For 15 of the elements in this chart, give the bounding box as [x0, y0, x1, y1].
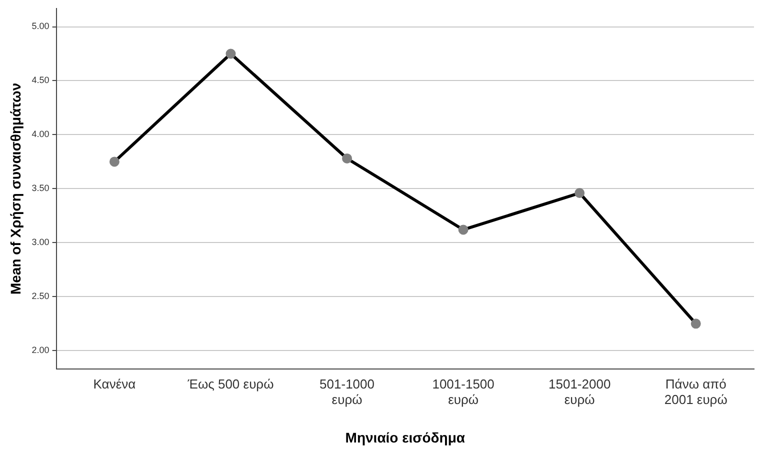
x-tick-label: 501-1000 ευρώ	[320, 376, 374, 407]
y-tick-label: 2.50	[32, 291, 50, 302]
x-tick-label: 1501-2000 ευρώ	[548, 376, 611, 407]
y-tick-label: 5.00	[32, 21, 50, 32]
x-tick-label: Κανένα	[93, 376, 136, 392]
y-tick-label: 2.00	[32, 345, 50, 356]
y-axis-title: Mean of Χρήση συναισθημάτων	[7, 82, 24, 295]
x-tick-label: Πάνω από 2001 ευρώ	[664, 376, 728, 407]
x-tick-label: Έως 500 ευρώ	[186, 376, 274, 392]
x-tick-label: 1001-1500 ευρώ	[432, 376, 494, 407]
y-tick-label: 3.50	[32, 183, 50, 194]
y-tick-label: 4.50	[32, 75, 50, 86]
y-tick-label: 4.00	[32, 129, 50, 140]
x-axis-title: Μηνιαίο εισόδημα	[345, 429, 466, 446]
y-tick-label: 3.00	[32, 237, 50, 248]
